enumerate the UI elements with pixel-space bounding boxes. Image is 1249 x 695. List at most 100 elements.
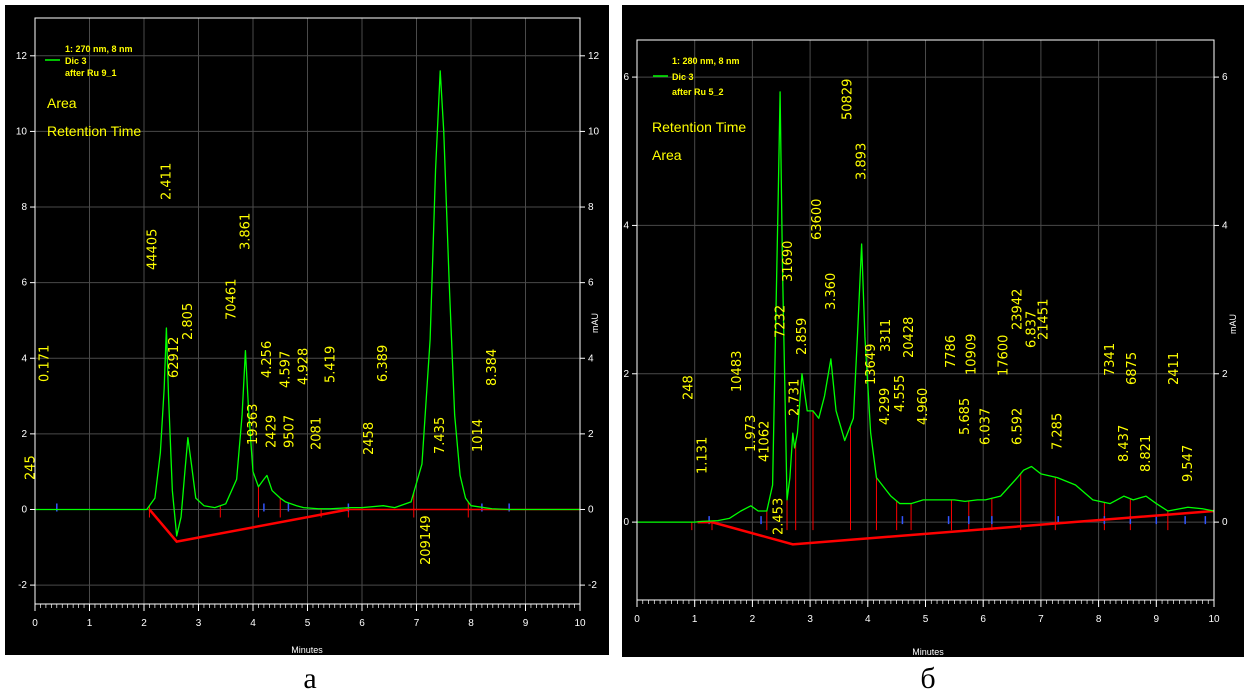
- panel-b-peak-area-label: 23942: [1010, 289, 1025, 330]
- panel-b-peak-retention-label: 8.821: [1139, 435, 1154, 472]
- panel-b-x-tick-label: 7: [1038, 614, 1044, 625]
- panel-a-x-tick-label: 4: [250, 618, 256, 629]
- panel-b-peak-area-label: 7786: [944, 335, 959, 368]
- panel-b-right-y-tick-label: 6: [1222, 72, 1228, 83]
- panel-b-right-y-tick-label: 0: [1222, 517, 1228, 528]
- panel-a-left-y-tick-label: 6: [21, 278, 27, 289]
- panel-a-left-y-tick-label: 0: [21, 504, 27, 515]
- panel-a-left-y-tick-label: 8: [21, 202, 27, 213]
- panel-a-peak-area-label: 19363: [246, 404, 261, 445]
- panel-a-peak-area-label: 245: [23, 455, 38, 480]
- panel-a-y-axis-title: mAU: [590, 313, 600, 333]
- panel-b-peak-retention-label: 8.437: [1117, 425, 1132, 462]
- panel-b-x-tick-label: 1: [692, 614, 698, 625]
- panel-b-peak-retention-label: 2.859: [795, 318, 810, 355]
- panel-a-right-y-tick-label: 12: [588, 51, 600, 62]
- panel-b-x-tick-label: 10: [1208, 614, 1220, 625]
- panel-b-peak-retention-label: 3.893: [855, 143, 870, 180]
- panel-b-right-y-tick-label: 4: [1222, 220, 1228, 231]
- panel-b-x-tick-label: 6: [980, 614, 986, 625]
- panel-a-x-tick-label: 2: [141, 618, 147, 629]
- panel-b-peak-retention-label: 4.299: [878, 388, 893, 425]
- panel-b-x-tick-label: 2: [750, 614, 756, 625]
- panel-a-peak-area-label: 2429: [265, 415, 280, 448]
- panel-b-peak-retention-label: 9.547: [1181, 445, 1196, 482]
- panel-a-x-tick-label: 6: [359, 618, 365, 629]
- panel-b-peak-area-label: 50829: [841, 79, 856, 120]
- panel-b-peak-retention-label: 1.131: [695, 437, 710, 474]
- panel-b-x-tick-label: 3: [807, 614, 813, 625]
- panel-b-peak-area-label: 63600: [810, 199, 825, 240]
- panel-a-peak-retention-label: 0.171: [37, 345, 52, 382]
- panel-a-x-tick-label: 0: [32, 618, 38, 629]
- panel-b-background: [622, 5, 1244, 657]
- panel-a-left-y-tick-label: 4: [21, 353, 27, 364]
- panel-a-grid: [34, 18, 581, 604]
- panel-b-caption: б: [920, 662, 935, 695]
- panel-a-right-y-tick-label: 4: [588, 353, 594, 364]
- panel-b-x-axis-title: Minutes: [912, 647, 944, 657]
- panel-a-left-y-tick-label: -2: [18, 580, 27, 591]
- panel-b-peak-area-label: 2411: [1167, 352, 1182, 385]
- panel-b-peak-retention-label: 7.285: [1050, 413, 1065, 450]
- panel-b-peak-area-label: 10909: [964, 334, 979, 375]
- panel-a-left-y-tick-label: 2: [21, 429, 27, 440]
- panel-b-peak-retention-label: 2.731: [788, 379, 803, 416]
- panel-a-peak-area-label: 70461: [224, 279, 239, 320]
- panel-a-right-y-tick-label: -2: [588, 580, 597, 591]
- panel-b-peak-retention-label: 4.555: [893, 375, 908, 412]
- panel-a-legend-line2: Retention Time: [47, 123, 141, 139]
- panel-b-peak-retention-label: 6.037: [978, 408, 993, 445]
- panel-b-right-y-tick-label: 2: [1222, 369, 1228, 380]
- panel-b-peak-area-label: 6875: [1125, 352, 1140, 385]
- panel-a-right-y-tick-label: 6: [588, 278, 594, 289]
- panel-b-peak-area-label: 10483: [730, 351, 745, 392]
- panel-a-left-y-tick-label: 12: [16, 51, 28, 62]
- panel-b-x-tick-label: 5: [923, 614, 929, 625]
- panel-a-peak-area-label: 2081: [309, 417, 324, 450]
- panel-a-x-tick-label: 10: [574, 618, 586, 629]
- panel-a-peak-area-label: 9507: [283, 415, 298, 448]
- panel-b-peak-retention-label: 5.685: [958, 398, 973, 435]
- panel-a-left-y-tick-label: 10: [16, 126, 28, 137]
- panel-a-peak-retention-label: 5.419: [323, 346, 338, 383]
- panel-a-legend-series: Dic 3: [65, 56, 87, 66]
- panel-a-right-y-tick-label: 10: [588, 126, 600, 137]
- panel-b-peak-area-label: 248: [681, 375, 696, 400]
- panel-a-chromatogram-trace: [35, 70, 580, 537]
- panel-b-legend-header: 1: 280 nm, 8 nm: [672, 56, 740, 66]
- panel-b-peak-retention-label: 3.360: [824, 273, 839, 310]
- panel-a-right-y-tick-label: 2: [588, 429, 594, 440]
- panel-a-right-y-tick-label: 0: [588, 504, 594, 515]
- panel-a-x-tick-label: 1: [87, 618, 93, 629]
- panel-a-traces: [35, 70, 580, 543]
- panel-a-x-tick-label: 8: [468, 618, 474, 629]
- panel-b-left-y-tick-label: 2: [623, 369, 629, 380]
- panel-a-peak-retention-label: 2.411: [159, 163, 174, 200]
- panel-a-peak-retention-label: 3.861: [238, 213, 253, 250]
- panel-a-x-tick-label: 5: [305, 618, 311, 629]
- panel-a-x-tick-label: 7: [414, 618, 420, 629]
- panel-b-x-tick-label: 9: [1154, 614, 1160, 625]
- panel-a-peak-retention-label: 4.597: [279, 351, 294, 388]
- panel-b-peak-area-label: 3311: [879, 319, 894, 352]
- panel-a-peak-area-label: 44405: [145, 229, 160, 270]
- panel-b-chromatogram-trace: [637, 91, 1215, 523]
- panel-a-peak-area-label: 62912: [167, 337, 182, 378]
- panel-b-peak-area-label: 13649: [864, 344, 879, 385]
- panel-b-peak-area-label: 7232: [774, 305, 789, 338]
- panel-a-peak-area-label: 2458: [362, 422, 377, 455]
- panel-a-peak-retention-label: 4.928: [297, 348, 312, 385]
- panel-a-peak-area-label: 1014: [471, 419, 486, 452]
- panel-a-caption: а: [303, 662, 316, 695]
- panel-a-peak-area-label: 209149: [419, 515, 434, 565]
- panel-b-peak-labels: 1.131 248 1.973 10483 2.453 41062 2.731 7232 2.8…: [681, 79, 1196, 535]
- panel-b-peak-area-label: 20428: [902, 317, 917, 358]
- panel-a-legend: 1: 270 nm, 8 nm Dic 3 after Ru 9_1 Area …: [45, 44, 141, 139]
- panel-b-x-tick-label: 0: [634, 614, 640, 625]
- panel-a-peak-retention-label: 8.384: [485, 349, 500, 386]
- panel-a-legend-sample: after Ru 9_1: [65, 68, 117, 78]
